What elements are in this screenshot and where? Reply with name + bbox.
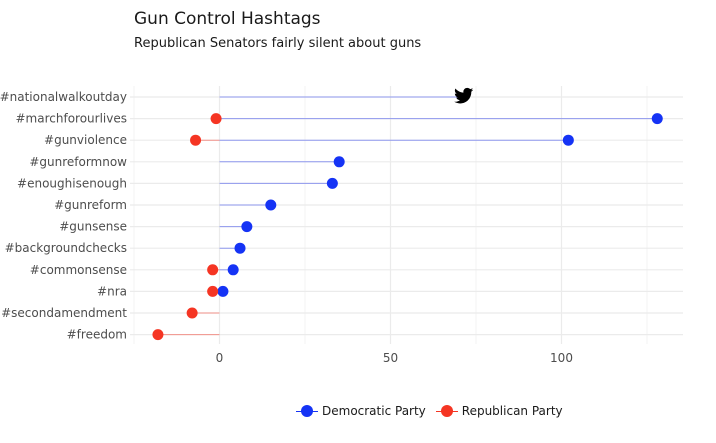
lollipop-dot (152, 329, 164, 341)
lollipop-dot (190, 134, 202, 146)
lollipop-dot (227, 264, 239, 276)
legend-label-republican: Republican Party (461, 404, 563, 418)
legend-key-republican (435, 404, 458, 418)
legend-item-republican: Republican Party (435, 404, 563, 418)
y-tick-label: #gunsense (59, 220, 127, 234)
twitter-bird-icon (454, 87, 474, 104)
lollipop-dot (241, 221, 253, 233)
lollipop-dot (234, 242, 246, 254)
chart-title: Gun Control Hashtags (134, 9, 321, 29)
x-tick-label: 100 (550, 351, 573, 365)
lollipop-dot (207, 285, 219, 297)
legend-label-democratic: Democratic Party (322, 404, 426, 418)
lollipop-dot (265, 199, 277, 211)
legend: Democratic Party Republican Party (296, 404, 573, 418)
lollipop-dot (207, 264, 219, 276)
y-tick-label: #gunreformnow (29, 155, 127, 169)
y-tick-label: #enoughisenough (17, 176, 127, 190)
lollipop-dot (186, 307, 198, 319)
legend-item-democratic: Democratic Party (296, 404, 426, 418)
lollipop-dot (333, 156, 345, 168)
y-tick-label: #gunviolence (44, 133, 127, 147)
y-tick-label: #backgroundchecks (5, 241, 127, 255)
y-tick-label: #nra (97, 284, 127, 298)
x-tick-label: 50 (383, 351, 398, 365)
lollipop-dot (217, 285, 229, 297)
lollipop-dot (326, 177, 338, 189)
y-tick-label: #freedom (67, 328, 127, 342)
x-tick-label: 0 (216, 351, 224, 365)
y-tick-label: #commonsense (30, 263, 127, 277)
lollipop-dot (651, 113, 663, 125)
y-tick-label: #secondamendment (1, 306, 127, 320)
y-tick-label: #nationalwalkoutday (0, 90, 127, 104)
lollipop-dot (562, 134, 574, 146)
legend-key-democratic (296, 404, 318, 418)
chart-subtitle: Republican Senators fairly silent about … (134, 36, 422, 51)
y-tick-label: #gunreform (54, 198, 127, 212)
y-tick-label: #marchforourlives (16, 112, 128, 126)
lollipop-dot (210, 113, 222, 125)
